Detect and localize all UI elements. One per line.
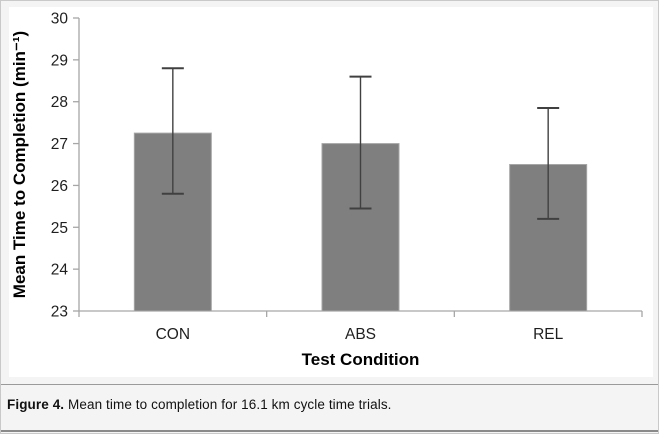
figure-caption-label: Figure 4. — [7, 397, 65, 412]
y-tick-label: 27 — [51, 136, 68, 153]
caption-top-divider — [1, 384, 658, 385]
x-tick-label: CON — [156, 326, 190, 343]
bar-chart: 23 24 25 26 27 28 29 30 CON ABS REL Test Condition M… — [9, 7, 653, 377]
x-tick-label: REL — [533, 326, 564, 343]
y-tick-label: 25 — [51, 220, 68, 237]
y-tick-label: 26 — [51, 178, 68, 195]
y-tick-label: 28 — [51, 94, 68, 111]
x-axis-title: Test Condition — [302, 350, 420, 369]
y-tick-label: 24 — [51, 262, 69, 279]
figure-caption-text: Mean time to completion for 16.1 km cycl… — [64, 397, 392, 412]
bottom-divider — [1, 430, 658, 432]
y-tick-label: 30 — [51, 11, 69, 28]
y-axis-title: Mean Time to Completion (min⁻¹) — [10, 31, 29, 298]
x-tick-label: ABS — [345, 326, 376, 343]
y-tick-label: 23 — [51, 304, 68, 321]
figure-caption: Figure 4. Mean time to completion for 16… — [7, 397, 652, 412]
y-tick-label: 29 — [51, 52, 68, 69]
